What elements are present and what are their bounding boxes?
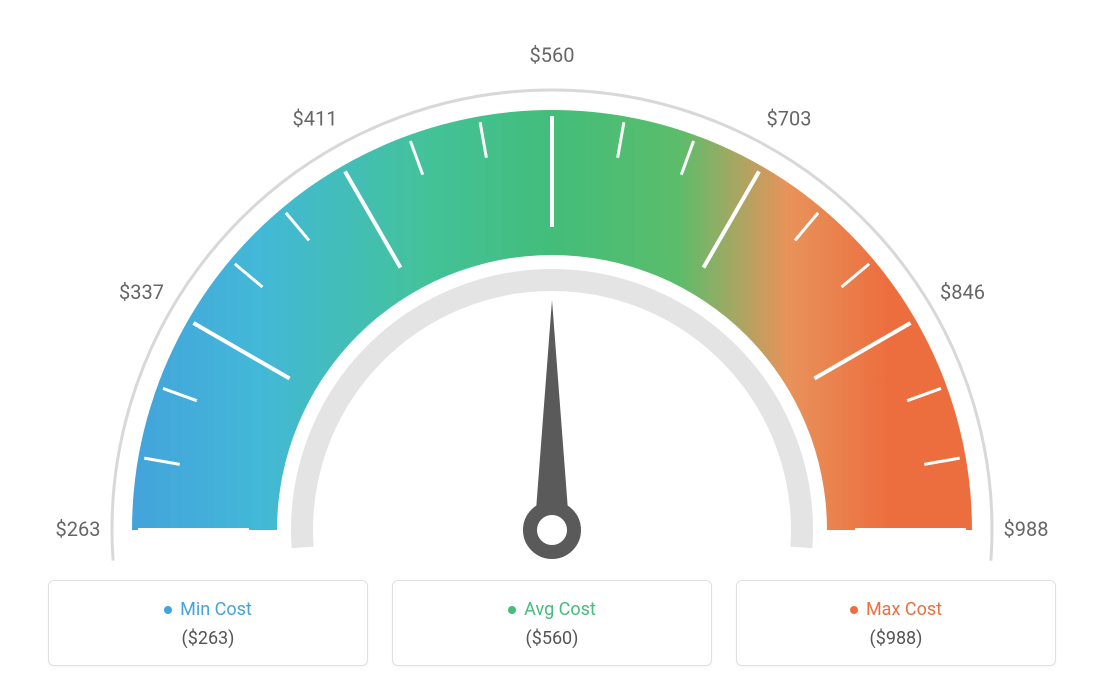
legend-value-max: ($988): [757, 628, 1035, 649]
legend-card-min: Min Cost ($263): [48, 580, 368, 666]
legend-label-row: Avg Cost: [413, 599, 691, 620]
legend-dot-avg: [508, 606, 516, 614]
gauge-tick-label: $337: [119, 280, 164, 304]
legend-card-max: Max Cost ($988): [736, 580, 1056, 666]
legend-dot-min: [164, 606, 172, 614]
chart-container: $263 $337 $411 $560 $703 $846 $988 Min Cost ($…: [0, 0, 1104, 690]
gauge-tick-label: $988: [1004, 517, 1049, 541]
legend-card-avg: Avg Cost ($560): [392, 580, 712, 666]
legend-value-avg: ($560): [413, 628, 691, 649]
gauge-tick-label: $411: [293, 107, 338, 131]
legend-label-row: Min Cost: [69, 599, 347, 620]
legend-value-min: ($263): [69, 628, 347, 649]
gauge-tick-label: $846: [940, 280, 985, 304]
legend-label-avg: Avg Cost: [524, 599, 596, 620]
legend-label-row: Max Cost: [757, 599, 1035, 620]
gauge-needle: [534, 300, 569, 533]
gauge-svg: $263 $337 $411 $560 $703 $846 $988: [22, 20, 1082, 580]
gauge-area: $263 $337 $411 $560 $703 $846 $988: [0, 0, 1104, 580]
legend-label-max: Max Cost: [866, 599, 942, 620]
gauge-tick-label: $560: [530, 43, 575, 67]
legend-label-min: Min Cost: [180, 599, 252, 620]
gauge-tick-label: $263: [56, 517, 101, 541]
gauge-hub: [530, 508, 574, 552]
legend-row: Min Cost ($263) Avg Cost ($560) Max Cost…: [0, 580, 1104, 696]
legend-dot-max: [850, 606, 858, 614]
gauge-tick-label: $703: [767, 107, 812, 131]
